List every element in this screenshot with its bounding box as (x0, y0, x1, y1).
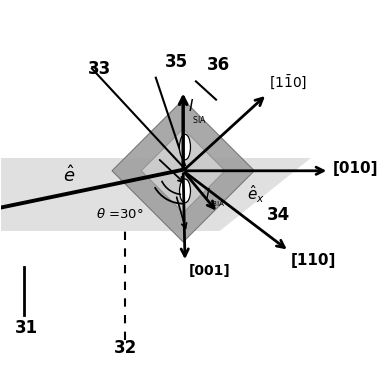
Ellipse shape (179, 134, 191, 160)
Text: [001]: [001] (189, 264, 230, 278)
Text: $\hat{e}_x$: $\hat{e}_x$ (247, 183, 265, 205)
Polygon shape (112, 100, 254, 242)
Polygon shape (141, 129, 225, 213)
Text: [1$\bar{1}$0]: [1$\bar{1}$0] (269, 74, 307, 92)
Text: 36: 36 (207, 56, 230, 74)
Text: $I$: $I$ (205, 187, 211, 201)
Polygon shape (1, 158, 311, 231)
Text: 33: 33 (88, 60, 112, 78)
Text: 35: 35 (165, 53, 188, 71)
Text: $\hat{e}$: $\hat{e}$ (63, 165, 75, 186)
Ellipse shape (179, 179, 191, 203)
Text: [110]: [110] (291, 253, 336, 268)
Text: $I$: $I$ (187, 98, 194, 114)
Text: $_{\mathrm{BIA}}$: $_{\mathrm{BIA}}$ (211, 199, 225, 209)
Text: 34: 34 (267, 206, 290, 224)
Text: 31: 31 (15, 319, 38, 337)
Text: $_{\mathrm{SIA}}$: $_{\mathrm{SIA}}$ (192, 114, 207, 127)
Text: $\theta$ =30°: $\theta$ =30° (95, 207, 143, 221)
Text: [010]: [010] (333, 161, 378, 177)
Text: 32: 32 (114, 339, 137, 357)
